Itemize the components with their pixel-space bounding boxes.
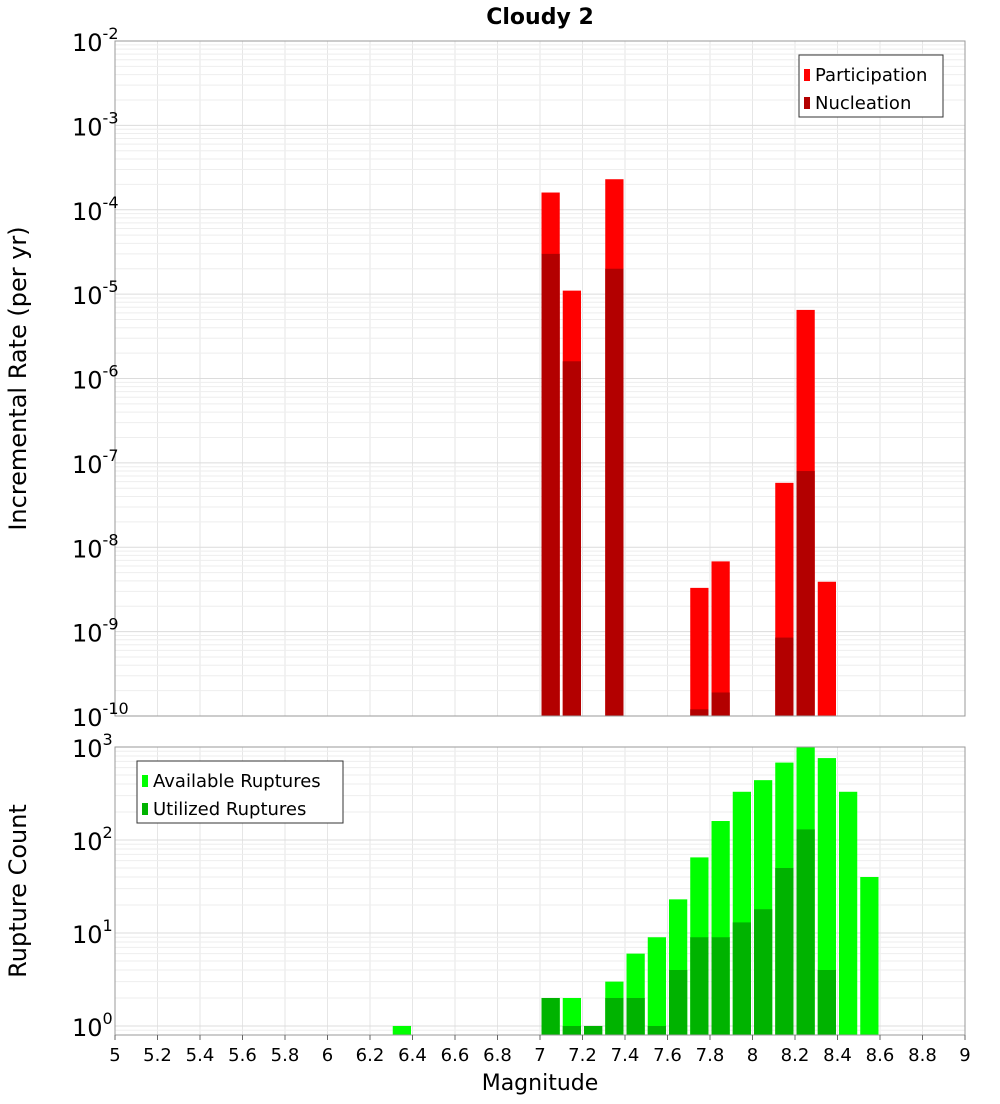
bar <box>711 937 730 1035</box>
series-utilized-ruptures <box>541 829 836 1035</box>
legend-swatch <box>804 69 810 81</box>
bar <box>796 829 815 1035</box>
y-tick-label: 10-7 <box>72 446 119 479</box>
x-tick-label: 6.8 <box>483 1045 512 1066</box>
bar <box>817 969 836 1035</box>
bar <box>541 253 560 716</box>
legend-label: Available Ruptures <box>153 771 321 792</box>
bar <box>690 587 709 716</box>
panel-2: 100 101 102 103 Rupture Count 5 5.2 5.4 5.6 5.8 6 6… <box>4 730 971 1096</box>
bar <box>711 692 730 716</box>
bar <box>647 1025 666 1035</box>
x-tick-label: 5.6 <box>228 1045 257 1066</box>
bar <box>392 1025 411 1035</box>
x-tick-label: 8.2 <box>781 1045 810 1066</box>
bar <box>562 997 581 1035</box>
bar <box>669 969 688 1035</box>
x-axis-label: Magnitude <box>482 1071 599 1096</box>
legend: Available Ruptures Utilized Ruptures <box>136 760 344 824</box>
y-tick-label: 10-5 <box>72 277 119 310</box>
legend-box <box>136 760 344 824</box>
legend-label: Participation <box>815 65 927 86</box>
x-tick-label: 7.4 <box>611 1045 640 1066</box>
bar <box>775 637 794 716</box>
x-tick-label: 7.8 <box>696 1045 725 1066</box>
x-tick-label: 8.4 <box>823 1045 852 1066</box>
bar <box>647 937 666 1035</box>
legend: Participation Nucleation <box>798 54 944 118</box>
y-tick-label: 10-3 <box>72 108 119 141</box>
y-tick-label: 10-10 <box>72 699 129 732</box>
x-tick-label: 6 <box>322 1045 333 1066</box>
legend-swatch <box>804 97 810 109</box>
legend-swatch <box>142 803 148 815</box>
x-tick-label: 5.2 <box>143 1045 172 1066</box>
grid <box>114 40 966 717</box>
legend-label: Utilized Ruptures <box>153 799 306 820</box>
bar <box>711 561 730 716</box>
y-tick-label: 102 <box>72 823 113 856</box>
bar <box>541 997 560 1035</box>
bar <box>839 791 858 1035</box>
x-tick-label: 5.8 <box>271 1045 300 1066</box>
x-tick-label: 6.4 <box>398 1045 427 1066</box>
y-tick-label: 10-9 <box>72 615 119 648</box>
bar <box>796 471 815 716</box>
y-tick-label: 10-2 <box>72 24 119 57</box>
plot-border <box>114 40 966 717</box>
y-tick-label: 10-4 <box>72 193 119 226</box>
y-tick-label: 100 <box>72 1009 113 1042</box>
x-tick-label: 6.6 <box>441 1045 470 1066</box>
x-tick-labels: 5 5.2 5.4 5.6 5.8 6 6.2 6.4 6.6 6.8 7 7.2 7.4 7.6 7.8 8… <box>109 1035 971 1066</box>
legend-box <box>798 54 944 118</box>
bar <box>775 867 794 1035</box>
y-tick-label: 10-8 <box>72 530 119 563</box>
x-tick-label: 9 <box>959 1045 970 1066</box>
bar <box>690 937 709 1035</box>
series-nucleation <box>541 253 815 716</box>
y-tick-label: 103 <box>72 730 113 763</box>
bar <box>584 1025 603 1035</box>
x-tick-label: 5.4 <box>186 1045 215 1066</box>
x-tick-label: 6.2 <box>356 1045 385 1066</box>
y-axis-label: Rupture Count <box>4 804 32 978</box>
bar <box>817 758 836 1035</box>
x-tick-label: 8 <box>747 1045 758 1066</box>
bar <box>605 268 624 716</box>
x-tick-label: 7.2 <box>568 1045 597 1066</box>
bar <box>732 922 751 1035</box>
bar <box>605 997 624 1035</box>
bar <box>754 909 773 1035</box>
panel-1: 10-10 10-9 10-8 10-7 10-6 10-5 10-4 10-3 10-2 Inc… <box>4 5 966 732</box>
y-axis-label: Incremental Rate (per yr) <box>4 226 32 530</box>
y-tick-labels: 100 101 102 103 <box>72 730 113 1042</box>
x-tick-label: 8.8 <box>908 1045 937 1066</box>
x-tick-label: 7 <box>534 1045 545 1066</box>
x-tick-label: 5 <box>109 1045 120 1066</box>
legend-swatch <box>142 775 148 787</box>
y-tick-label: 101 <box>72 916 113 949</box>
y-tick-labels: 10-10 10-9 10-8 10-7 10-6 10-5 10-4 10-3 10-2 <box>72 24 129 732</box>
bar <box>626 997 645 1035</box>
bar <box>562 361 581 716</box>
bar <box>690 709 709 716</box>
y-tick-label: 10-6 <box>72 362 119 395</box>
bar <box>860 877 879 1035</box>
bar <box>562 1025 581 1035</box>
x-tick-label: 7.6 <box>653 1045 682 1066</box>
bar <box>817 581 836 716</box>
x-tick-label: 8.6 <box>866 1045 895 1066</box>
legend-label: Nucleation <box>815 93 911 114</box>
chart-title: Cloudy 2 <box>486 5 594 30</box>
